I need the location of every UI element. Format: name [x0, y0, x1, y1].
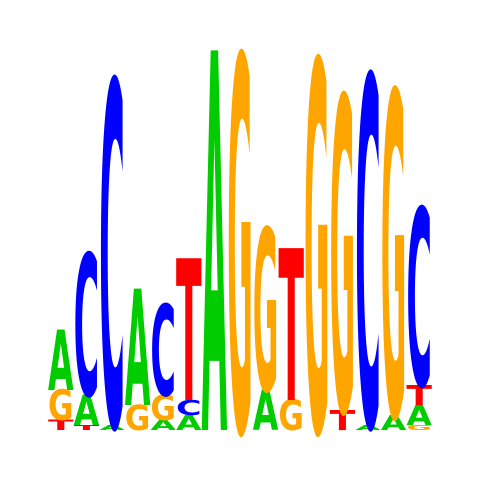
- logo-letter-t: T: [278, 208, 304, 450]
- logo-letter-g: G: [125, 397, 151, 438]
- logo-column-3: AC: [99, 0, 125, 480]
- logo-letter-a: A: [253, 379, 279, 443]
- logo-letter-c: C: [99, 0, 125, 480]
- logo-letter-c: C: [176, 395, 202, 420]
- logo-letter-a: A: [355, 424, 381, 432]
- logo-letter-g: G: [150, 387, 176, 428]
- logo-letter-g: G: [253, 186, 279, 444]
- logo-letter-t: T: [176, 221, 202, 447]
- logo-letter-a: A: [48, 312, 74, 409]
- logo-column-5: AGC: [150, 279, 176, 433]
- logo-letter-g: G: [304, 0, 330, 480]
- logo-column-1: TGA: [48, 312, 75, 433]
- logo-letter-t: T: [406, 379, 432, 412]
- logo-column-2: TAC: [74, 214, 100, 441]
- logo-column-4: GA: [125, 258, 151, 444]
- logo-column-9: AG: [253, 186, 279, 444]
- logo-letter-g: G: [330, 11, 356, 480]
- logo-letter-t: T: [48, 417, 75, 433]
- logo-letter-c: C: [406, 160, 432, 443]
- logo-letter-a: A: [150, 417, 176, 433]
- logo-column-7: A: [202, 0, 228, 480]
- logo-letter-a: A: [406, 400, 432, 432]
- logo-column-10: GT: [278, 208, 304, 450]
- logo-letter-a: A: [381, 410, 407, 435]
- logo-letter-a: A: [176, 410, 202, 435]
- logo-column-6: ACT: [176, 221, 202, 447]
- logo-letter-g: G: [227, 0, 253, 480]
- logo-column-13: AC: [355, 0, 381, 480]
- logo-letter-t: T: [74, 424, 100, 432]
- logo-letter-a: A: [125, 258, 151, 444]
- logo-letter-c: C: [150, 279, 176, 425]
- logo-letter-g: G: [381, 4, 407, 480]
- logo-letter-c: C: [74, 214, 100, 441]
- logo-column-11: G: [304, 0, 330, 480]
- logo-column-12: TG: [330, 11, 356, 480]
- logo-letter-g: G: [48, 382, 74, 431]
- logo-letter-a: A: [99, 424, 125, 432]
- logo-letter-a: A: [74, 386, 100, 435]
- logo-letter-g: G: [278, 392, 304, 441]
- logo-letter-g: G: [406, 424, 432, 432]
- logo-letter-a: A: [202, 0, 228, 480]
- logo-column-8: G: [227, 0, 253, 480]
- logo-column-14: AG: [381, 4, 407, 480]
- logo-letter-c: C: [355, 0, 381, 480]
- logo-letter-t: T: [330, 404, 356, 437]
